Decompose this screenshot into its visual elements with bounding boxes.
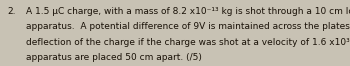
Text: A 1.5 μC charge, with a mass of 8.2 x10⁻¹³ kg is shot through a 10 cm long paral: A 1.5 μC charge, with a mass of 8.2 x10⁻… [26, 7, 350, 16]
Text: deflection of the charge if the charge was shot at a velocity of 1.6 x10³ m/s. T: deflection of the charge if the charge w… [26, 38, 350, 47]
Text: apparatus.  A potential difference of 9V is maintained across the plates. Determ: apparatus. A potential difference of 9V … [26, 22, 350, 31]
Text: 2.: 2. [8, 7, 16, 16]
Text: apparatus are placed 50 cm apart. (/5): apparatus are placed 50 cm apart. (/5) [26, 53, 202, 62]
